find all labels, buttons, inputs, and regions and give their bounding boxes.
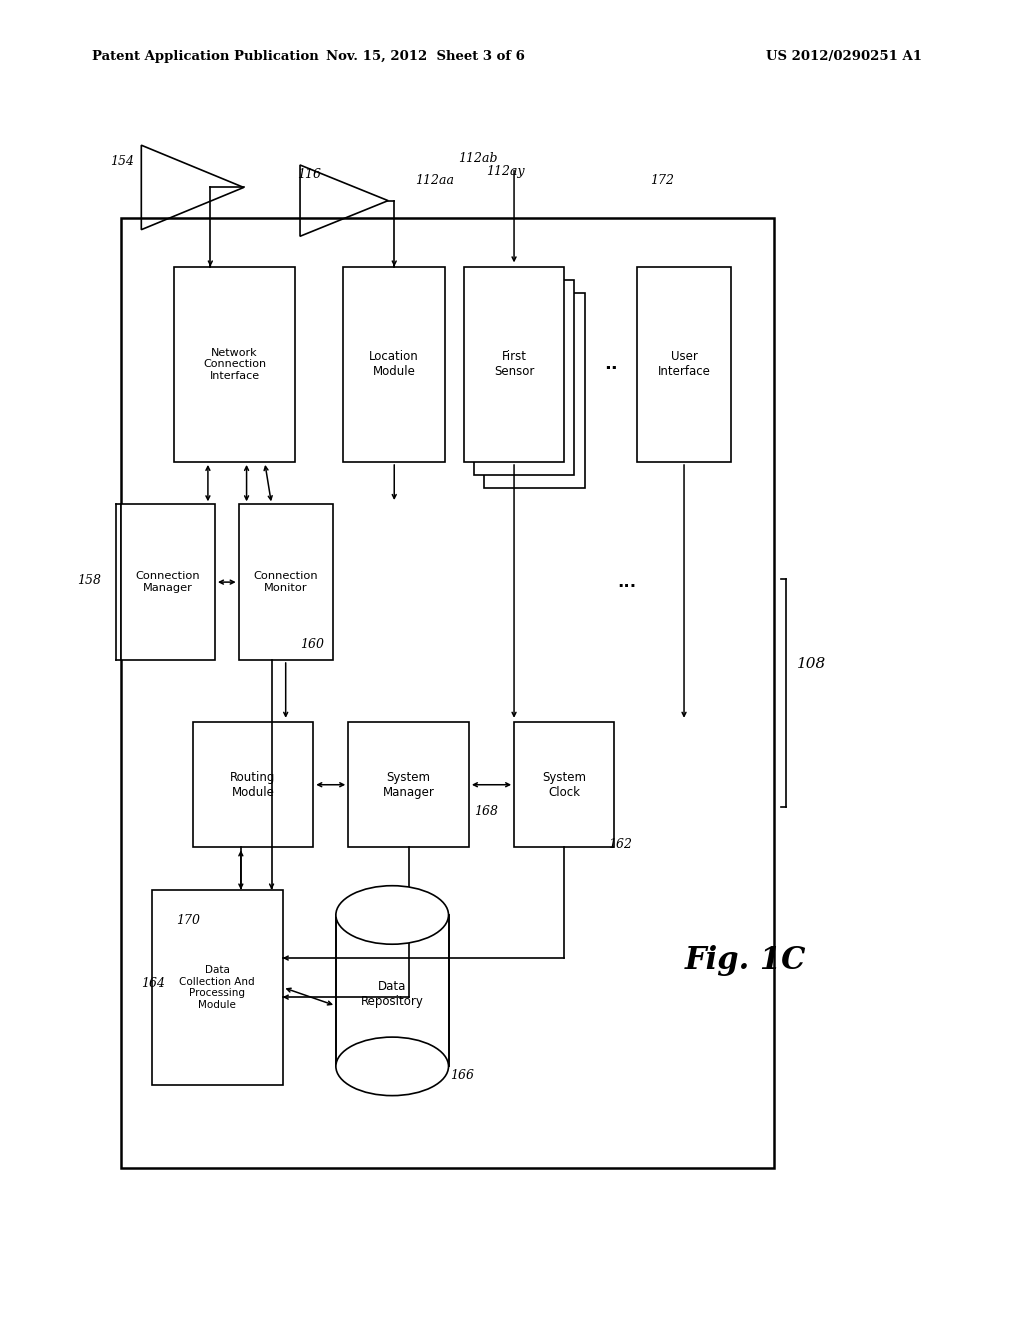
Bar <box>337 915 447 1067</box>
Text: 158: 158 <box>77 574 100 587</box>
Bar <box>514 722 614 847</box>
Text: Data
Collection And
Processing
Module: Data Collection And Processing Module <box>179 965 255 1010</box>
Text: 112aa: 112aa <box>415 174 454 187</box>
Text: 170: 170 <box>176 913 200 927</box>
Text: 112ab: 112ab <box>458 152 498 165</box>
Bar <box>336 915 449 1067</box>
Text: 166: 166 <box>451 1069 474 1082</box>
Text: Connection
Manager: Connection Manager <box>135 572 201 593</box>
Text: Patent Application Publication: Patent Application Publication <box>92 50 318 63</box>
Text: Fig. 1C: Fig. 1C <box>685 945 806 977</box>
Text: Nov. 15, 2012  Sheet 3 of 6: Nov. 15, 2012 Sheet 3 of 6 <box>326 50 524 63</box>
Text: System
Clock: System Clock <box>543 771 586 799</box>
Bar <box>484 293 585 488</box>
Bar <box>121 218 774 1168</box>
Bar <box>474 280 574 475</box>
Bar <box>637 267 731 462</box>
Text: Data
Repository: Data Repository <box>360 979 424 1007</box>
Text: 160: 160 <box>300 638 324 651</box>
Text: 172: 172 <box>650 174 674 187</box>
Bar <box>121 504 215 660</box>
Text: 154: 154 <box>111 154 134 168</box>
Text: First
Sensor: First Sensor <box>494 350 535 379</box>
Text: 162: 162 <box>608 838 632 851</box>
Text: Location
Module: Location Module <box>370 350 419 379</box>
Text: 116: 116 <box>297 168 321 181</box>
Text: Network
Connection
Interface: Network Connection Interface <box>203 347 266 381</box>
Bar <box>193 722 313 847</box>
Ellipse shape <box>336 886 449 944</box>
Text: ...: ... <box>617 573 636 591</box>
Text: 112ay: 112ay <box>486 165 525 178</box>
Bar <box>464 267 564 462</box>
Text: 164: 164 <box>141 977 165 990</box>
Text: Connection
Monitor: Connection Monitor <box>253 572 318 593</box>
Bar <box>348 722 469 847</box>
Text: System
Manager: System Manager <box>383 771 434 799</box>
Bar <box>239 504 333 660</box>
Text: ..: .. <box>604 355 617 374</box>
Text: US 2012/0290251 A1: US 2012/0290251 A1 <box>766 50 922 63</box>
Text: User
Interface: User Interface <box>657 350 711 379</box>
Text: 168: 168 <box>474 805 498 818</box>
Text: Routing
Module: Routing Module <box>230 771 275 799</box>
Bar <box>174 267 295 462</box>
Text: 108: 108 <box>797 657 826 671</box>
Ellipse shape <box>336 1038 449 1096</box>
Bar <box>152 890 283 1085</box>
Bar <box>343 267 445 462</box>
